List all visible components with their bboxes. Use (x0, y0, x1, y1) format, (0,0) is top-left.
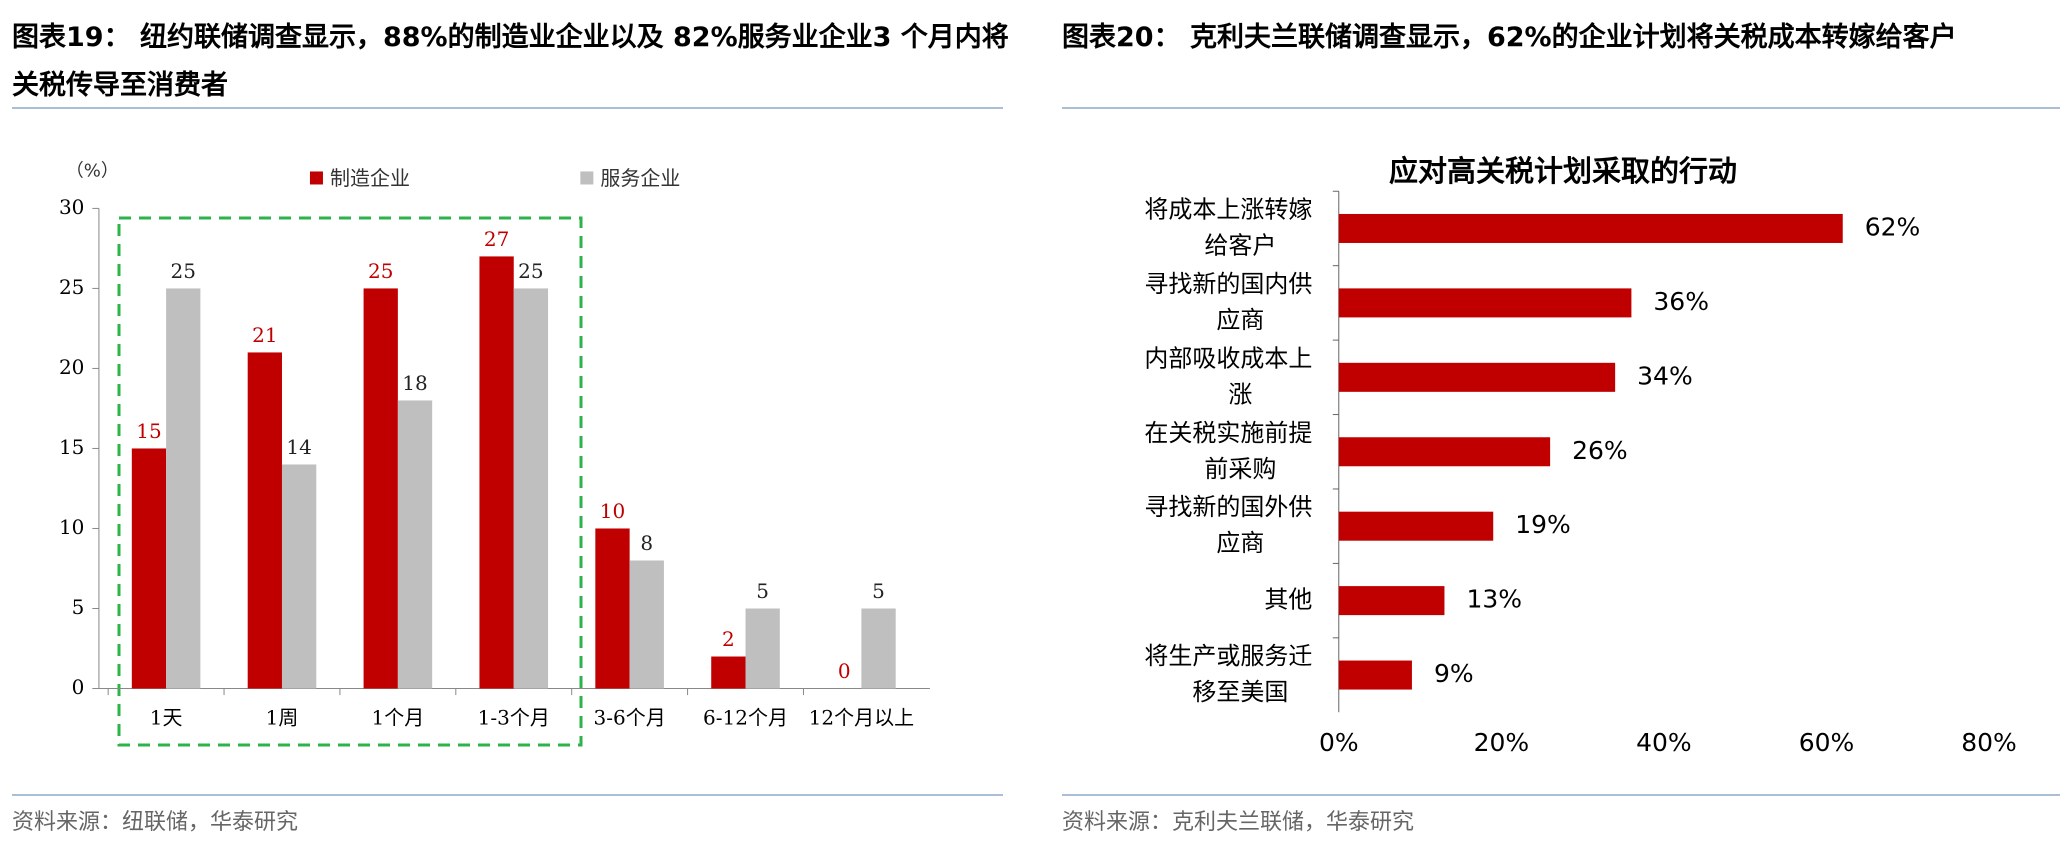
x-tick-label: 1周 (266, 705, 299, 729)
bar (861, 608, 896, 689)
value-label: 25 (171, 259, 196, 283)
legend-label: 制造企业 (330, 166, 410, 190)
y-tick-label: 将生产或服务迁移至美国 (1144, 642, 1312, 706)
value-label: 9% (1434, 659, 1474, 688)
value-label: 5 (756, 579, 769, 603)
x-tick-label: 0% (1319, 728, 1359, 757)
value-label: 14 (286, 435, 311, 459)
value-label: 27 (484, 227, 509, 251)
bar (711, 656, 746, 689)
y-axis-label: （%） (66, 160, 119, 181)
bar (166, 288, 201, 689)
x-tick-label: 3-6个月 (594, 705, 666, 729)
x-tick-label: 40% (1636, 728, 1692, 757)
y-tick-label: 寻找新的国外供应商 (1144, 493, 1312, 557)
value-label: 2 (722, 627, 735, 651)
y-tick-label: 在关税实施前提前采购 (1144, 418, 1312, 482)
bar (479, 256, 514, 689)
bar (513, 288, 549, 689)
bar (1338, 586, 1445, 616)
source: 资料来源：纽联储，华泰研究 (12, 810, 299, 835)
value-label: 13% (1466, 585, 1522, 614)
y-tick-label: 25 (59, 275, 84, 299)
bar (745, 608, 780, 689)
value-label: 0 (838, 659, 851, 683)
value-label: 8 (640, 531, 653, 555)
legend-label: 服务企业 (600, 166, 680, 190)
x-tick-label: 6-12个月 (703, 705, 788, 729)
value-label: 18 (402, 371, 427, 395)
bar (1338, 213, 1843, 243)
bar (1338, 288, 1632, 318)
bar (131, 448, 167, 689)
source: 资料来源：克利夫兰联储，华泰研究 (1062, 810, 1415, 835)
value-label: 21 (252, 323, 277, 347)
y-tick-label: 内部吸收成本上涨 (1144, 344, 1312, 408)
value-label: 26% (1572, 436, 1628, 465)
x-tick-label: 1-3个月 (478, 705, 550, 729)
value-label: 15 (136, 419, 161, 443)
y-tick-label: 寻找新的国内供应商 (1144, 269, 1312, 333)
y-tick-label: 0 (72, 675, 85, 699)
x-tick-label: 1个月 (371, 705, 424, 729)
highlight-box (117, 216, 583, 747)
value-label: 25 (368, 259, 393, 283)
x-tick-label: 12个月以上 (809, 705, 914, 729)
legend-swatch (580, 171, 594, 185)
bar (1338, 437, 1551, 467)
bar (1338, 362, 1616, 392)
caption: 图表19： 纽约联储调查显示，88%的制造业企业以及 82%服务业企业3 个月内… (12, 22, 1009, 101)
caption: 图表20： 克利夫兰联储调查显示，62%的企业计划将关税成本转嫁给客户 (1062, 22, 1957, 53)
y-tick-label: 其他 (1264, 585, 1312, 613)
value-label: 34% (1637, 361, 1693, 390)
x-tick-label: 80% (1961, 728, 2017, 757)
bar (281, 464, 317, 689)
bar (595, 528, 630, 689)
value-label: 5 (872, 579, 885, 603)
bar (1338, 511, 1494, 541)
y-tick-label: 15 (59, 435, 84, 459)
chart-title: 应对高关税计划采取的行动 (1389, 154, 1737, 188)
y-tick-label: 20 (59, 355, 84, 379)
bar (363, 288, 398, 689)
value-label: 10 (600, 499, 625, 523)
value-label: 19% (1515, 510, 1571, 539)
legend-swatch (309, 171, 323, 185)
bar (1338, 660, 1412, 690)
y-tick-label: 10 (59, 515, 84, 539)
bar (247, 352, 282, 689)
bar (397, 400, 433, 689)
value-label: 25 (518, 259, 543, 283)
x-tick-label: 60% (1799, 728, 1855, 757)
value-label: 36% (1653, 287, 1709, 316)
x-tick-label: 20% (1474, 728, 1530, 757)
y-tick-label: 5 (72, 595, 85, 619)
y-tick-label: 30 (59, 195, 84, 219)
value-label: 62% (1865, 212, 1921, 241)
bar (629, 560, 664, 689)
x-tick-label: 1天 (150, 705, 183, 729)
y-tick-label: 将成本上涨转嫁给客户 (1144, 195, 1312, 259)
